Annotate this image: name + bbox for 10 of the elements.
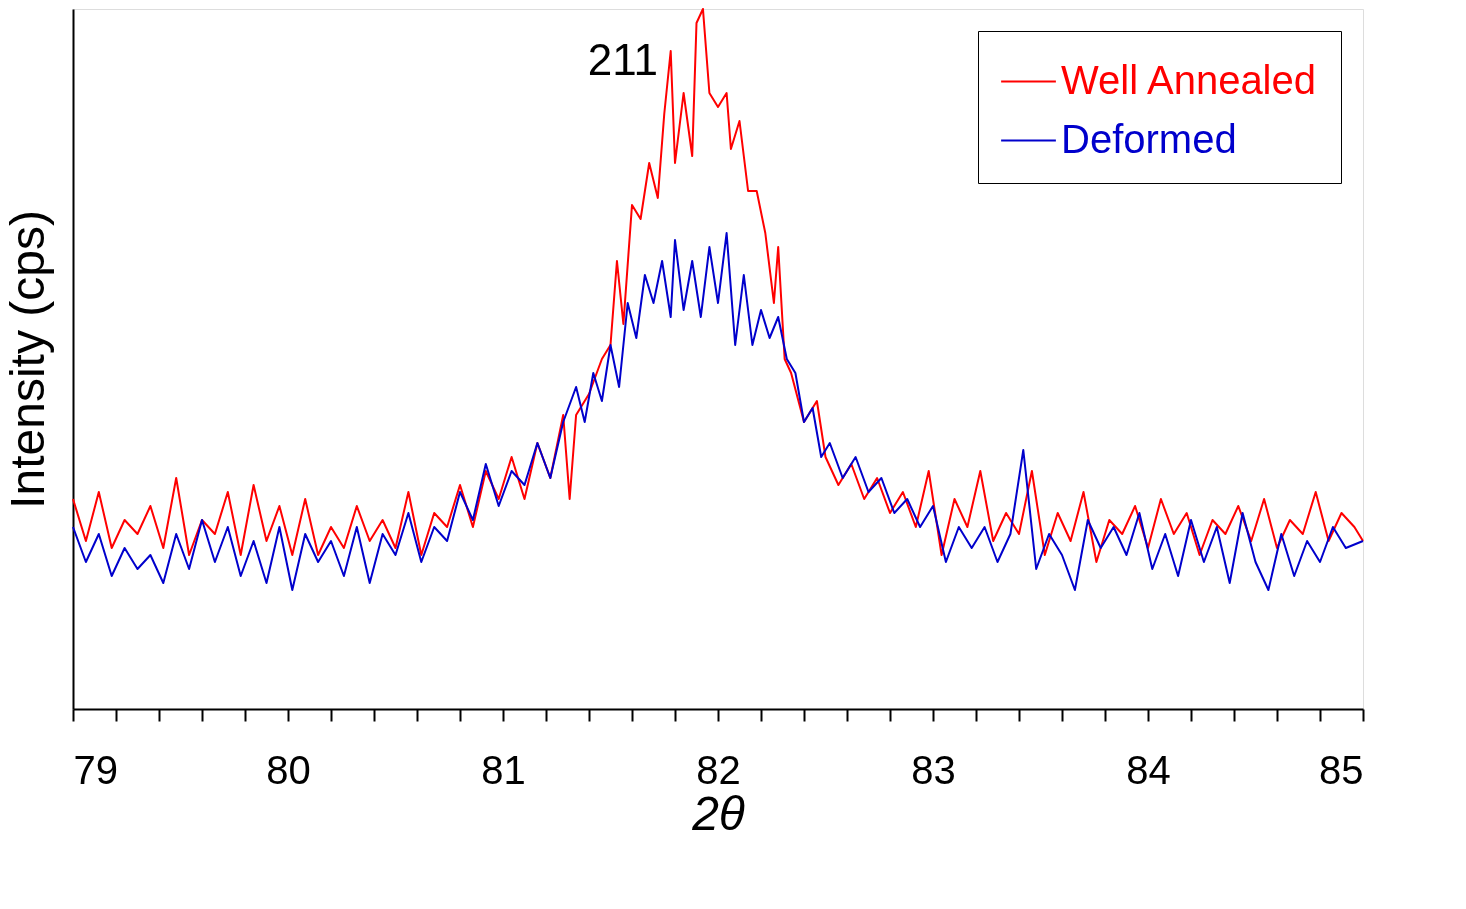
legend-label: Well Annealed [1061, 57, 1316, 102]
x-tick-label: 79 [73, 747, 118, 792]
legend-label: Deformed [1061, 116, 1237, 161]
annotation: 211 [587, 35, 658, 84]
x-tick-label: 85 [1319, 747, 1364, 792]
x-tick-label: 83 [911, 747, 956, 792]
y-axis-title: Intensity (cps) [0, 210, 54, 509]
x-tick-label: 80 [266, 747, 311, 792]
x-tick-label: 81 [481, 747, 526, 792]
x-tick-label: 84 [1126, 747, 1171, 792]
